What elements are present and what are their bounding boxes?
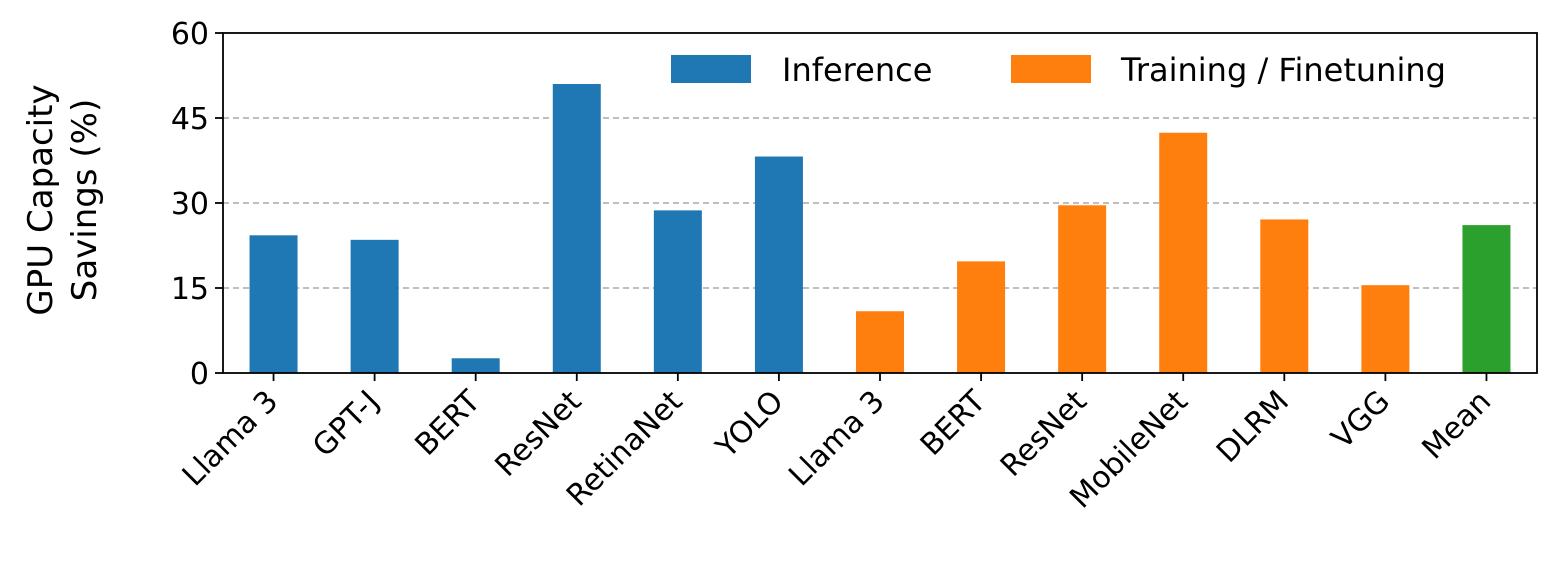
x-tick-label: ResNet bbox=[489, 384, 589, 484]
legend-label-1: Inference bbox=[782, 51, 932, 89]
x-tick-label: ResNet bbox=[994, 384, 1094, 484]
y-tick-label: 15 bbox=[171, 272, 209, 307]
y-tick-label: 0 bbox=[190, 357, 209, 392]
bar-3 bbox=[451, 358, 500, 373]
x-tick-label: GPT-J bbox=[306, 384, 386, 464]
y-tick-label: 30 bbox=[171, 187, 209, 222]
x-tick-label: YOLO bbox=[709, 384, 791, 466]
bar-12 bbox=[1361, 285, 1410, 373]
bar-4 bbox=[552, 84, 601, 373]
bar-6 bbox=[754, 156, 803, 373]
y-tick-label: 60 bbox=[171, 17, 209, 52]
y-axis-title-line-1: GPU Capacity bbox=[21, 84, 61, 315]
bar-5 bbox=[653, 210, 702, 373]
bar-2 bbox=[350, 239, 399, 373]
bar-9 bbox=[1058, 205, 1107, 373]
x-tick-label: Llama 3 bbox=[782, 384, 891, 493]
y-axis-title: GPU Capacity Savings (%) bbox=[21, 84, 105, 315]
x-tick-label: Llama 3 bbox=[176, 384, 285, 493]
bar-10 bbox=[1159, 132, 1208, 373]
y-axis: 0 15 30 45 60 bbox=[171, 17, 223, 392]
bar-11 bbox=[1260, 219, 1309, 373]
bars-layer bbox=[249, 84, 1511, 373]
x-tick-label: DLRM bbox=[1210, 384, 1296, 470]
bar-1 bbox=[249, 235, 298, 373]
x-tick-label: VGG bbox=[1325, 384, 1397, 456]
legend-swatch-1 bbox=[671, 55, 751, 83]
grid-layer bbox=[223, 117, 1537, 289]
bar-8 bbox=[957, 261, 1006, 373]
y-tick-label: 45 bbox=[171, 102, 209, 137]
x-tick-label: BERT bbox=[408, 383, 487, 462]
bar-13 bbox=[1462, 225, 1511, 373]
legend: Inference Training / Finetuning bbox=[671, 51, 1446, 89]
legend-label-2: Training / Finetuning bbox=[1120, 51, 1446, 89]
bar-7 bbox=[856, 311, 904, 373]
legend-swatch-2 bbox=[1011, 55, 1091, 83]
x-tick-label: Mean bbox=[1416, 384, 1499, 467]
x-tick-label: BERT bbox=[914, 383, 993, 462]
y-axis-title-line-2: Savings (%) bbox=[65, 99, 105, 301]
